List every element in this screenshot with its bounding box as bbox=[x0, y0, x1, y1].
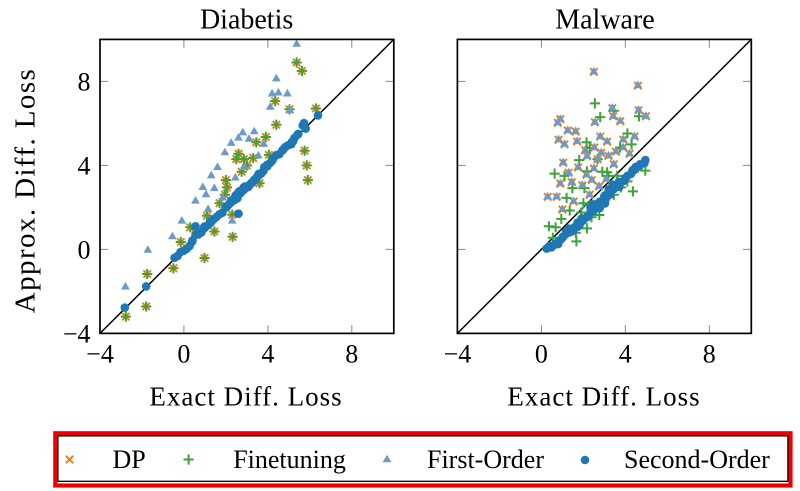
svg-text:Finetuning: Finetuning bbox=[233, 445, 346, 474]
svg-text:0: 0 bbox=[78, 235, 91, 264]
svg-text:Second-Order: Second-Order bbox=[624, 445, 770, 474]
svg-text:Exact Diff. Loss: Exact Diff. Loss bbox=[507, 382, 700, 412]
svg-text:4: 4 bbox=[261, 339, 274, 368]
svg-text:Exact Diff. Loss: Exact Diff. Loss bbox=[149, 382, 342, 412]
svg-text:First-Order: First-Order bbox=[427, 445, 544, 474]
svg-text:8: 8 bbox=[345, 339, 358, 368]
svg-text:−4: −4 bbox=[444, 339, 472, 368]
svg-text:8: 8 bbox=[78, 67, 91, 96]
svg-text:Approx. Diff. Loss: Approx. Diff. Loss bbox=[10, 68, 42, 313]
svg-text:Diabetis: Diabetis bbox=[200, 4, 293, 35]
svg-text:0: 0 bbox=[177, 339, 190, 368]
svg-text:Malware: Malware bbox=[555, 4, 655, 35]
svg-text:−4: −4 bbox=[63, 319, 91, 348]
svg-text:DP: DP bbox=[113, 445, 146, 474]
svg-text:0: 0 bbox=[535, 339, 548, 368]
svg-text:4: 4 bbox=[78, 151, 91, 180]
svg-text:−4: −4 bbox=[86, 339, 114, 368]
svg-text:4: 4 bbox=[619, 339, 632, 368]
svg-text:8: 8 bbox=[703, 339, 716, 368]
